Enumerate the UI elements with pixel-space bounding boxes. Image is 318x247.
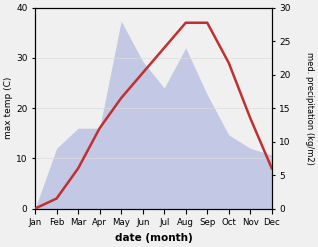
X-axis label: date (month): date (month) <box>114 233 192 243</box>
Y-axis label: max temp (C): max temp (C) <box>4 77 13 139</box>
Y-axis label: med. precipitation (kg/m2): med. precipitation (kg/m2) <box>305 52 314 165</box>
